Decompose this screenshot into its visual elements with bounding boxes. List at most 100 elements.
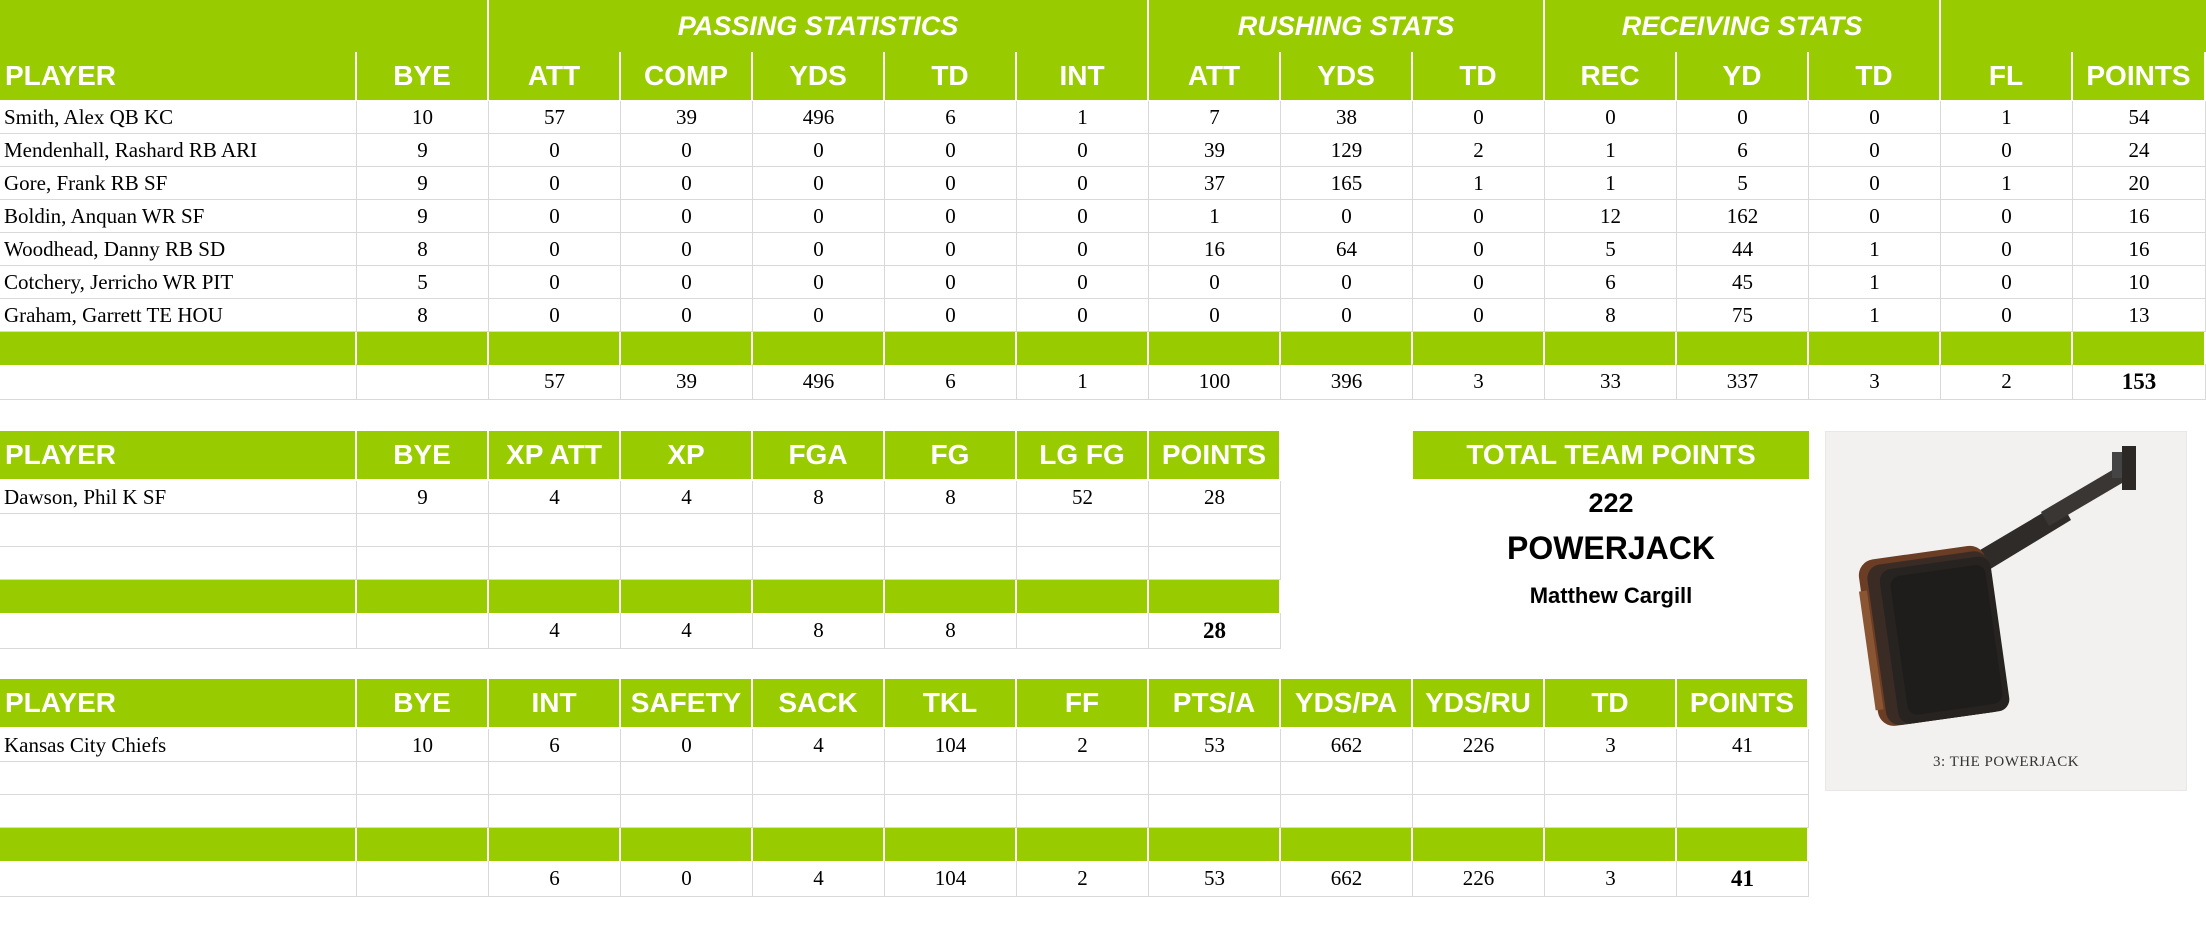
kicker-cell-1-6 (1017, 514, 1149, 547)
kicker-cell-2-3 (621, 547, 753, 580)
defense-header-9: YDS/RU (1413, 679, 1545, 727)
kicker-cell-1-4 (753, 514, 885, 547)
offense-cell-1-3: 0 (621, 134, 753, 167)
offense-header-7: ATT (1149, 52, 1281, 100)
kicker-cell-1-0 (0, 514, 357, 547)
offense-cell-5-7: 0 (1149, 266, 1281, 299)
offense-cell-4-7: 16 (1149, 233, 1281, 266)
offense-cell-4-13: 0 (1941, 233, 2073, 266)
kicker-cell-0-6: 52 (1017, 481, 1149, 514)
defense-cell-1-5 (885, 762, 1017, 795)
defense-cell-1-7 (1149, 762, 1281, 795)
offense-total-8: 396 (1281, 364, 1413, 400)
defense-bar-cell-3 (621, 828, 753, 861)
powerjack-image (1858, 446, 2136, 726)
offense-cell-5-13: 0 (1941, 266, 2073, 299)
defense-cell-2-10 (1545, 795, 1677, 828)
kicker-cell-2-1 (357, 547, 489, 580)
offense-cell-0-8: 38 (1281, 101, 1413, 134)
offense-cell-5-8: 0 (1281, 266, 1413, 299)
defense-header-10: TD (1545, 679, 1677, 727)
offense-cell-4-1: 8 (357, 233, 489, 266)
defense-bar-cell-5 (885, 828, 1017, 861)
offense-bar-cell-6 (1017, 332, 1149, 365)
offense-cell-2-0: Gore, Frank RB SF (0, 167, 357, 200)
kicker-bar-cell-6 (1017, 580, 1149, 613)
kicker-row-2 (0, 547, 1281, 580)
offense-header-12: TD (1809, 52, 1941, 100)
offense-cell-1-5: 0 (885, 134, 1017, 167)
offense-group-1: RUSHING STATS (1149, 0, 1545, 52)
defense-cell-0-11: 41 (1677, 729, 1809, 762)
kicker-cell-2-7 (1149, 547, 1281, 580)
offense-total-14: 153 (2073, 364, 2206, 400)
offense-cell-1-8: 129 (1281, 134, 1413, 167)
offense-row-6: Graham, Garrett TE HOU 8 0 0 0 0 0 0 0 0 8 75 1 0 13 (0, 299, 2206, 332)
defense-row-2 (0, 795, 1809, 828)
offense-cell-0-12: 0 (1809, 101, 1941, 134)
defense-total-6: 2 (1017, 861, 1149, 897)
offense-total-10: 33 (1545, 364, 1677, 400)
kicker-total-0 (0, 613, 357, 649)
defense-totals-row: 6 0 4 104 2 53 662 226 3 41 (0, 861, 1809, 897)
kicker-bar-cell-5 (885, 580, 1017, 613)
offense-total-5: 6 (885, 364, 1017, 400)
photo-caption: 3: THE POWERJACK (1932, 754, 2080, 770)
defense-total-11: 41 (1677, 861, 1809, 897)
kicker-cell-1-7 (1149, 514, 1281, 547)
offense-cell-3-10: 12 (1545, 200, 1677, 233)
offense-cell-0-11: 0 (1677, 101, 1809, 134)
defense-total-1 (357, 861, 489, 897)
offense-total-7: 100 (1149, 364, 1281, 400)
offense-cell-1-14: 24 (2073, 134, 2206, 167)
defense-cell-1-0 (0, 762, 357, 795)
defense-cell-1-6 (1017, 762, 1149, 795)
offense-header-5: TD (885, 52, 1017, 100)
offense-total-0 (0, 364, 357, 400)
kicker-cell-2-0 (0, 547, 357, 580)
offense-cell-1-2: 0 (489, 134, 621, 167)
defense-bar-cell-6 (1017, 828, 1149, 861)
defense-header-8: YDS/PA (1281, 679, 1413, 727)
offense-cell-5-11: 45 (1677, 266, 1809, 299)
defense-cell-2-2 (489, 795, 621, 828)
offense-cell-5-14: 10 (2073, 266, 2206, 299)
kicker-bar-cell-0 (0, 580, 357, 613)
offense-header-4: YDS (753, 52, 885, 100)
defense-header-6: FF (1017, 679, 1149, 727)
offense-bar-cell-11 (1677, 332, 1809, 365)
defense-cell-2-0 (0, 795, 357, 828)
offense-cell-3-1: 9 (357, 200, 489, 233)
offense-cell-3-2: 0 (489, 200, 621, 233)
offense-cell-3-3: 0 (621, 200, 753, 233)
offense-total-3: 39 (621, 364, 753, 400)
defense-header-row: PLAYER BYE INT SAFETY SACK TKL FF PTS/A YDS/PA YD… (0, 679, 1809, 727)
offense-total-12: 3 (1809, 364, 1941, 400)
offense-cell-6-7: 0 (1149, 299, 1281, 332)
offense-header-2: ATT (489, 52, 621, 100)
offense-row-4: Woodhead, Danny RB SD 8 0 0 0 0 0 16 64 0 5 44 1 0 16 (0, 233, 2206, 266)
kicker-total-4: 8 (753, 613, 885, 649)
offense-bar-cell-9 (1413, 332, 1545, 365)
defense-cell-1-2 (489, 762, 621, 795)
kicker-header-6: LG FG (1017, 431, 1149, 479)
offense-cell-3-14: 16 (2073, 200, 2206, 233)
offense-cell-3-5: 0 (885, 200, 1017, 233)
defense-cell-0-8: 662 (1281, 729, 1413, 762)
defense-header-4: SACK (753, 679, 885, 727)
offense-row-1: Mendenhall, Rashard RB ARI 9 0 0 0 0 0 39 129 2 1 6… (0, 134, 2206, 167)
offense-header-10: REC (1545, 52, 1677, 100)
kicker-cell-1-3 (621, 514, 753, 547)
defense-bar-cell-9 (1413, 828, 1545, 861)
offense-cell-1-11: 6 (1677, 134, 1809, 167)
offense-cell-4-10: 5 (1545, 233, 1677, 266)
offense-cell-4-8: 64 (1281, 233, 1413, 266)
offense-cell-2-4: 0 (753, 167, 885, 200)
offense-cell-4-5: 0 (885, 233, 1017, 266)
offense-group-2: RECEIVING STATS (1545, 0, 1941, 52)
defense-bar-cell-4 (753, 828, 885, 861)
offense-header-row: PLAYER BYE ATT COMP YDS TD INT ATT YDS TD REC YD TD F… (0, 52, 2206, 100)
offense-cell-3-0: Boldin, Anquan WR SF (0, 200, 357, 233)
defense-bar-cell-8 (1281, 828, 1413, 861)
offense-total-4: 496 (753, 364, 885, 400)
